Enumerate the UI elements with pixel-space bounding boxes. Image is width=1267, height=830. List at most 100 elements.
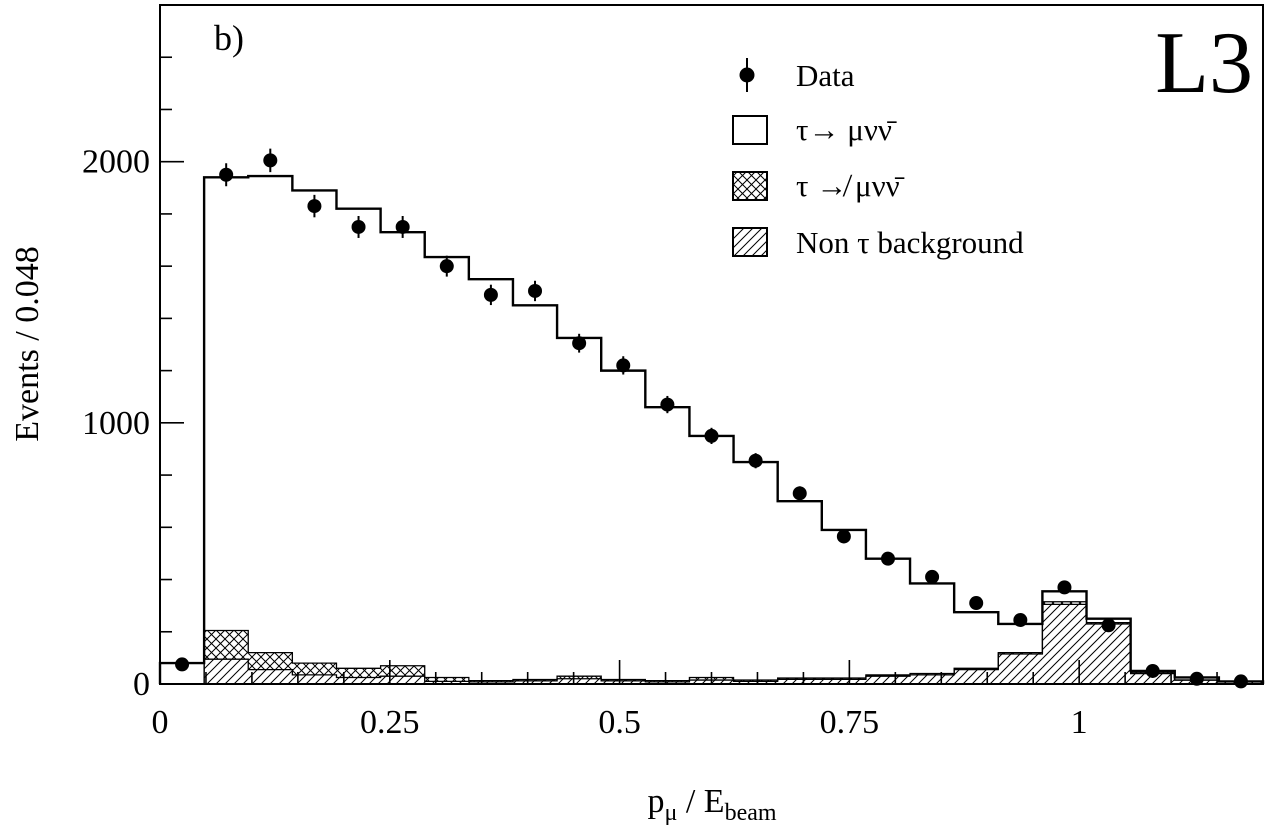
legend-label-data: Data <box>796 58 855 93</box>
data-point <box>572 336 587 351</box>
y-axis-title: Events / 0.048 <box>9 246 46 441</box>
legend-entry-non-tau-bg: Non τ background <box>732 225 1024 260</box>
non-tau-bg-bar <box>512 680 558 684</box>
non-tau-bg-bar <box>557 678 602 684</box>
non-tau-bg-bar <box>821 679 866 684</box>
legend-entry-signal: τ→ μνν̄ <box>732 112 897 147</box>
x-tick-label: 0.5 <box>598 704 641 741</box>
non-tau-bg-bar <box>645 681 690 684</box>
y-tick-label: 2000 <box>82 144 150 181</box>
data-point <box>1013 613 1028 628</box>
x-axis-title-denom: E <box>704 783 725 820</box>
data-point <box>351 219 366 234</box>
tau-bg-bar <box>248 652 293 670</box>
legend-label-tau-bg: τ ↛ μνν̄ <box>796 168 905 203</box>
tau-bg-bar <box>292 663 337 675</box>
legend-label-non-tau-bg: Non τ background <box>796 225 1024 260</box>
legend-entry-tau-bg: τ ↛ μνν̄ <box>732 168 905 203</box>
legend-entry-data: Data <box>739 58 855 93</box>
data-point <box>748 453 763 468</box>
non-tau-bg-bar <box>380 676 425 684</box>
non-tau-bg-bar <box>998 653 1043 684</box>
legend-tau-bg-swatch <box>732 171 768 201</box>
x-axis-title-sep: / <box>677 783 703 820</box>
non-tau-bg-bar <box>1086 623 1131 684</box>
tau-bg-bar <box>998 652 1043 654</box>
x-axis-title-base: p <box>647 783 664 820</box>
data-point <box>880 551 895 566</box>
tau-bg-bar <box>557 676 602 679</box>
x-axis-title-denom-sub: beam <box>725 800 777 826</box>
tau-bg-bar <box>910 673 955 675</box>
data-point <box>660 397 675 412</box>
x-axis-title: pμ / Ebeam <box>647 783 776 826</box>
non-tau-bg-bar <box>248 669 293 684</box>
background-fills <box>204 601 1263 684</box>
non-tau-bg-bar <box>954 669 999 684</box>
non-tau-bg-bar <box>336 677 381 684</box>
non-tau-bg-bar <box>601 680 646 684</box>
tau-bg-bar <box>733 680 778 682</box>
legend-non-tau-bg-swatch <box>732 227 768 257</box>
tau-bg-bar <box>865 674 911 677</box>
data-point <box>219 167 234 182</box>
data-points <box>175 148 1248 689</box>
non-tau-bg-bar <box>777 679 822 684</box>
x-tick-label: 1 <box>1071 704 1088 741</box>
tau-bg-bar <box>1042 601 1087 605</box>
y-tick-labels: 0 1000 2000 <box>82 144 150 703</box>
non-tau-bg-bar <box>733 681 778 684</box>
data-point <box>483 287 498 302</box>
legend: Data τ→ μνν̄ τ ↛ μνν̄ Non τ background <box>732 58 1024 260</box>
tau-bg-bar <box>468 680 513 682</box>
data-point <box>395 219 410 234</box>
data-point <box>1145 663 1160 678</box>
data-point <box>792 486 807 501</box>
axis-ticks <box>159 4 1264 685</box>
legend-data-marker <box>739 67 755 83</box>
y-tick-label: 1000 <box>82 405 150 442</box>
plot-frame <box>159 4 1264 685</box>
tau-bg-bar <box>601 679 646 681</box>
non-tau-bg-bar <box>204 659 249 684</box>
data-point <box>616 358 631 373</box>
tau-bg-bar <box>424 677 469 682</box>
data-point <box>836 529 851 544</box>
x-tick-labels: 0 0.25 0.5 0.75 1 <box>152 704 1088 741</box>
data-point <box>925 569 940 584</box>
data-point <box>263 153 278 168</box>
data-point <box>1233 674 1248 689</box>
x-tick-label: 0.75 <box>820 704 880 741</box>
data-point <box>528 283 543 298</box>
data-point <box>1057 580 1072 595</box>
data-point <box>307 199 322 214</box>
data-point <box>1189 671 1204 686</box>
non-tau-bg-bar <box>468 681 513 684</box>
data-point <box>969 596 984 611</box>
legend-label-signal: τ→ μνν̄ <box>796 112 897 147</box>
non-tau-bg-bar <box>292 674 337 684</box>
data-point <box>704 428 719 443</box>
non-tau-bg-bar <box>910 674 955 684</box>
y-tick-label: 0 <box>133 666 150 703</box>
non-tau-bg-bar <box>1130 673 1175 684</box>
x-tick-label: 0.25 <box>360 704 420 741</box>
tau-bg-bar <box>821 677 866 680</box>
experiment-label: L3 <box>1155 15 1253 112</box>
non-tau-bg-bar <box>424 681 469 684</box>
x-tick-label: 0 <box>152 704 169 741</box>
data-point <box>175 657 190 672</box>
tau-bg-bar <box>204 630 249 660</box>
panel-label: b) <box>214 18 244 58</box>
tau-bg-bar <box>380 665 425 677</box>
data-point <box>439 259 454 274</box>
tau-bg-bar <box>777 677 822 680</box>
non-tau-bg-bar <box>865 676 911 684</box>
legend-signal-swatch <box>732 115 768 145</box>
tau-bg-bar <box>645 680 690 682</box>
data-point <box>1101 618 1116 633</box>
x-axis-title-base-sub: μ <box>664 800 677 826</box>
tau-bg-bar <box>512 679 558 681</box>
tau-bg-bar <box>954 668 999 670</box>
